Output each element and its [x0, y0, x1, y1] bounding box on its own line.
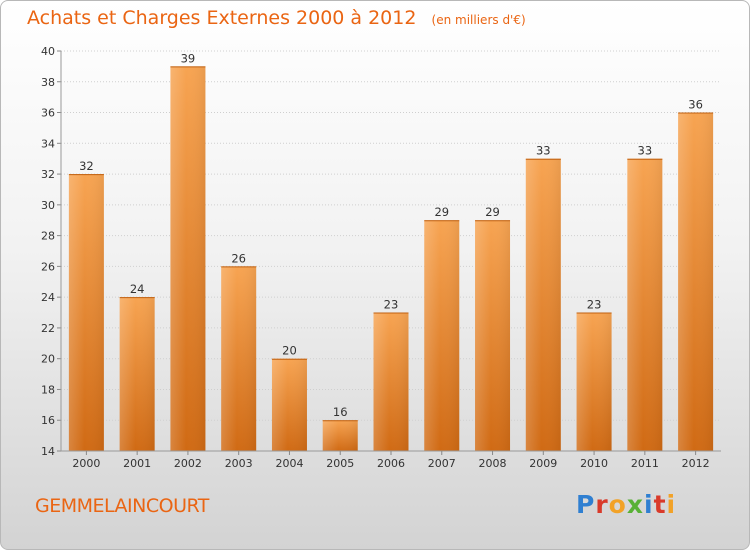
- bar-shine: [271, 358, 307, 451]
- logo-letter: i: [666, 490, 677, 519]
- y-tick-label: 38: [41, 76, 55, 89]
- bar-shine: [221, 266, 257, 451]
- y-tick-label: 28: [41, 230, 55, 243]
- x-tick-label-2003: 2003: [225, 457, 253, 470]
- title-row: Achats et Charges Externes 2000 à 2012 (…: [27, 7, 526, 29]
- x-tick-label-2006: 2006: [377, 457, 405, 470]
- bar-layer: [68, 66, 714, 452]
- logo-letter: r: [595, 490, 609, 519]
- x-tick-label-2009: 2009: [529, 457, 557, 470]
- y-tick-label: 36: [41, 107, 55, 120]
- axis-layer: [57, 50, 721, 455]
- bar-shine: [68, 174, 104, 452]
- label-layer: 14 16 18 20 22 24 26 28 30 32 34 36 38 40 32 2000 24 2001…: [41, 45, 710, 470]
- y-tick-label: 26: [41, 260, 55, 273]
- data-label-2005: 16: [333, 405, 348, 419]
- y-tick-label: 20: [41, 353, 55, 366]
- data-label-2012: 36: [688, 98, 703, 112]
- y-tick-label: 16: [41, 414, 55, 427]
- y-tick-label: 18: [41, 383, 55, 396]
- x-tick-label-2005: 2005: [326, 457, 354, 470]
- data-label-2007: 29: [434, 205, 449, 219]
- data-label-2003: 26: [231, 251, 246, 265]
- x-tick-label-2001: 2001: [123, 457, 151, 470]
- bar-shine: [627, 158, 663, 451]
- bar-shine: [678, 112, 714, 452]
- logo-letter: o: [608, 490, 627, 519]
- bar-shine: [576, 312, 612, 451]
- x-tick-label-2011: 2011: [631, 457, 659, 470]
- logo-letter: x: [626, 490, 644, 519]
- data-label-2006: 23: [384, 298, 399, 312]
- x-tick-label-2008: 2008: [479, 457, 507, 470]
- bar-shine: [525, 158, 561, 451]
- y-tick-label: 14: [41, 445, 55, 458]
- bar-shine: [424, 220, 460, 451]
- y-tick-label: 32: [41, 168, 55, 181]
- y-tick-label: 34: [41, 137, 55, 150]
- logo-letter: P: [576, 490, 596, 519]
- bar-shine: [475, 220, 511, 451]
- x-tick-label-2004: 2004: [275, 457, 303, 470]
- logo-letter: i: [644, 490, 654, 519]
- y-tick-label: 22: [41, 322, 55, 335]
- bar-shine: [322, 420, 358, 451]
- data-label-2010: 23: [587, 298, 602, 312]
- x-tick-label-2012: 2012: [682, 457, 710, 470]
- bar-shine: [119, 297, 155, 451]
- x-tick-label-2010: 2010: [580, 457, 608, 470]
- y-tick-label: 40: [41, 45, 55, 58]
- data-label-2009: 33: [536, 144, 551, 158]
- bar-shine: [373, 312, 409, 451]
- x-tick-label-2007: 2007: [428, 457, 456, 470]
- commune-name: GEMMELAINCOURT: [35, 495, 209, 517]
- y-tick-label: 30: [41, 199, 55, 212]
- chart-title: Achats et Charges Externes 2000 à 2012: [27, 7, 417, 29]
- y-tick-label: 24: [41, 291, 55, 304]
- data-label-2002: 39: [181, 51, 196, 65]
- chart-subtitle: (en milliers d'€): [431, 13, 526, 27]
- x-tick-label-2002: 2002: [174, 457, 202, 470]
- proxiti-logo[interactable]: Proxiti: [576, 490, 676, 519]
- data-label-2000: 32: [79, 159, 94, 173]
- data-label-2001: 24: [130, 282, 145, 296]
- x-tick-label-2000: 2000: [72, 457, 100, 470]
- logo-letter: t: [653, 490, 667, 519]
- bar-shine: [170, 66, 206, 451]
- data-label-2011: 33: [638, 144, 653, 158]
- data-label-2008: 29: [485, 205, 500, 219]
- data-label-2004: 20: [282, 344, 297, 358]
